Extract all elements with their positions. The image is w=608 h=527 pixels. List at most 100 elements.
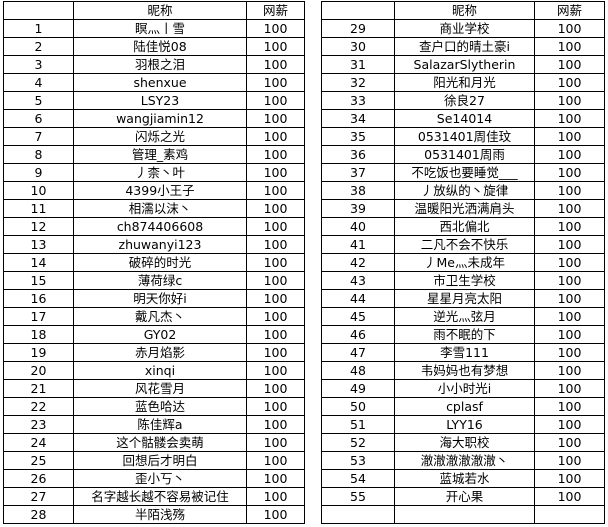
gap-cell	[304, 253, 322, 272]
salary-cell: 100	[534, 37, 605, 56]
table-row: 24 这个骷髅会卖萌 100 52 海大职校 100	[3, 433, 605, 452]
nickname-cell: 管理_素鸡	[73, 145, 247, 164]
index-cell: 46	[321, 325, 395, 344]
gap-cell	[304, 487, 322, 506]
index-cell: 11	[3, 199, 74, 218]
gap-cell	[304, 217, 322, 236]
index-cell: 16	[3, 289, 74, 308]
salary-cell: 100	[246, 19, 305, 38]
index-cell: 29	[321, 19, 395, 38]
table-row: 8 管理_素鸡 100 36 0531401周雨 100	[3, 145, 605, 164]
salary-cell: 100	[246, 469, 305, 488]
index-cell: 53	[321, 451, 395, 470]
index-cell: 37	[321, 163, 395, 182]
salary-cell: 100	[534, 19, 605, 38]
index-cell: 54	[321, 469, 395, 488]
gap-cell	[304, 361, 322, 380]
gap-cell	[304, 199, 322, 218]
table-row: 12 ch874406608 100 40 西北偏北 100	[3, 217, 605, 236]
salary-cell: 100	[246, 109, 305, 128]
index-cell: 35	[321, 127, 395, 146]
index-cell: 32	[321, 73, 395, 92]
salary-cell: 100	[246, 433, 305, 452]
table-row: 11 相濡以沫丶 100 39 温暖阳光洒满肩头 100	[3, 199, 605, 218]
salary-cell: 100	[534, 235, 605, 254]
nickname-cell: LYY16	[394, 415, 535, 434]
nickname-cell: 韦妈妈也有梦想	[394, 361, 535, 380]
gap-cell	[304, 163, 322, 182]
gap-cell	[304, 181, 322, 200]
index-cell: 17	[3, 307, 74, 326]
salary-cell: 100	[246, 253, 305, 272]
salary-cell: 100	[246, 415, 305, 434]
nickname-cell: 西北偏北	[394, 217, 535, 236]
nickname-cell: 商业学校	[394, 19, 535, 38]
gap-cell	[304, 415, 322, 434]
nickname-cell: 蓝城若水	[394, 469, 535, 488]
table-row: 9 丿柰丶叶 100 37 不吃饭也要睡觉___ 100	[3, 163, 605, 182]
salary-cell: 100	[246, 91, 305, 110]
nickname-cell: 4399小王子	[73, 181, 247, 200]
nickname-cell: 温暖阳光洒满肩头	[394, 199, 535, 218]
index-cell: 50	[321, 397, 395, 416]
index-cell: 55	[321, 487, 395, 506]
salary-cell: 100	[534, 361, 605, 380]
gap-cell	[304, 505, 322, 524]
nickname-cell: 澈澈澈澈澈澈丶	[394, 451, 535, 470]
salary-cell: 100	[534, 397, 605, 416]
header-nickname: 昵称	[73, 1, 247, 20]
salary-cell: 100	[534, 145, 605, 164]
index-cell: 34	[321, 109, 395, 128]
salary-cell: 100	[246, 451, 305, 470]
table-row: 15 薄荷绿c 100 43 市卫生学校 100	[3, 271, 605, 290]
index-cell: 47	[321, 343, 395, 362]
table-row: 3 羽根之泪 100 31 SalazarSlytherin 100	[3, 55, 605, 74]
nickname-cell: xinqi	[73, 361, 247, 380]
nickname-cell: 明天你好i	[73, 289, 247, 308]
nickname-cell: 这个骷髅会卖萌	[73, 433, 247, 452]
nickname-salary-table: 昵称 网薪 昵称 网薪 1 瞑灬丨雪 100 29 商业学校 100 2 陆佳悦08 100 30…	[3, 1, 605, 524]
index-cell: 28	[3, 505, 74, 524]
index-cell: 26	[3, 469, 74, 488]
index-cell: 14	[3, 253, 74, 272]
table-row: 19 赤月焰影 100 47 李雪111 100	[3, 343, 605, 362]
gap-cell	[304, 343, 322, 362]
salary-cell: 100	[246, 127, 305, 146]
index-cell: 2	[3, 37, 74, 56]
nickname-cell: 查户口的晴土豪i	[394, 37, 535, 56]
index-cell: 3	[3, 55, 74, 74]
index-cell: 1	[3, 19, 74, 38]
gap-cell	[304, 109, 322, 128]
salary-cell: 100	[246, 325, 305, 344]
salary-cell: 100	[246, 145, 305, 164]
index-cell: 6	[3, 109, 74, 128]
salary-cell: 100	[534, 55, 605, 74]
gap-cell	[304, 235, 322, 254]
index-cell: 23	[3, 415, 74, 434]
index-cell: 42	[321, 253, 395, 272]
nickname-cell: 雨不眠的下	[394, 325, 535, 344]
salary-cell: 100	[534, 217, 605, 236]
nickname-cell: 相濡以沫丶	[73, 199, 247, 218]
salary-cell: 100	[534, 73, 605, 92]
salary-cell: 100	[534, 109, 605, 128]
table-row: 5 LSY23 100 33 徐良27 100	[3, 91, 605, 110]
gap-cell	[304, 289, 322, 308]
table-row: 25 回想后才明白 100 53 澈澈澈澈澈澈丶 100	[3, 451, 605, 470]
index-cell: 43	[321, 271, 395, 290]
gap-cell	[304, 379, 322, 398]
salary-cell: 100	[534, 451, 605, 470]
header-salary: 网薪	[246, 1, 305, 20]
table-row: 28 半陌浅殇 100	[3, 505, 605, 524]
nickname-cell: 回想后才明白	[73, 451, 247, 470]
nickname-cell: 陆佳悦08	[73, 37, 247, 56]
nickname-cell: 蓝色哈达	[73, 397, 247, 416]
index-cell: 9	[3, 163, 74, 182]
salary-cell: 100	[534, 181, 605, 200]
nickname-cell: 李雪111	[394, 343, 535, 362]
table-row: 4 shenxue 100 32 阳光和月光 100	[3, 73, 605, 92]
index-cell: 21	[3, 379, 74, 398]
nickname-cell: 不吃饭也要睡觉___	[394, 163, 535, 182]
salary-cell: 100	[246, 235, 305, 254]
nickname-cell: 瞑灬丨雪	[73, 19, 247, 38]
